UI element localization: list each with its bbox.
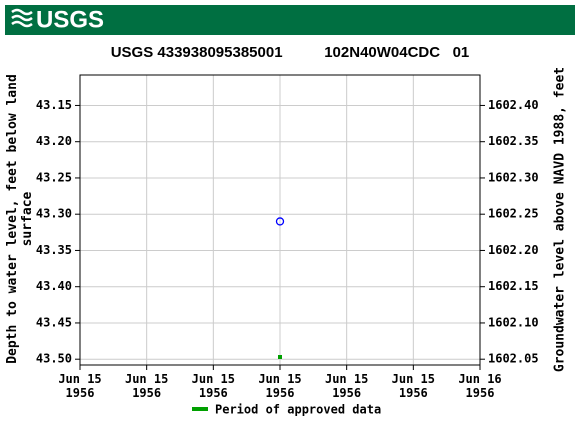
y2-tick-label: 1602.10 [488, 315, 539, 329]
plot-frame [79, 74, 481, 366]
x-tick-label: Jun 15 1956 [391, 372, 435, 400]
y2-axis-label: Groundwater level above NAVD 1988, feet [552, 66, 568, 373]
header-bar [5, 5, 575, 35]
y2-tick-label: 1602.25 [488, 207, 539, 221]
chart-title: USGS 433938095385001 102N40W04CDC 01 [111, 44, 470, 61]
legend-label: Period of approved data [215, 403, 381, 417]
y2-tick-label: 1602.20 [488, 243, 539, 257]
x-tick-label: Jun 15 1956 [324, 372, 369, 400]
y-tick-label: 43.30 [36, 207, 72, 221]
y-tick-label: 43.35 [36, 243, 72, 257]
logo: USGS [36, 6, 104, 33]
y2-tick-label: 1602.05 [488, 352, 539, 366]
y2-tick-label: 1602.15 [488, 279, 539, 293]
y-tick-label: 43.25 [36, 170, 72, 184]
logo-waves [11, 8, 33, 28]
y-tick-label: 43.15 [36, 98, 72, 112]
y-tick-label: 43.45 [36, 315, 72, 329]
approved-period [278, 355, 282, 359]
x-tick-label: Jun 15 1956 [124, 372, 169, 400]
y-tick-label: 43.20 [36, 134, 72, 148]
y2-tick-label: 1602.40 [488, 98, 539, 112]
x-tick-label: Jun 15 1956 [191, 372, 235, 400]
y-tick-label: 43.50 [36, 352, 72, 366]
y2-tick-label: 1602.35 [488, 134, 539, 148]
x-tick-label: Jun 16 1956 [458, 372, 502, 400]
y-tick-label: 43.40 [36, 279, 72, 293]
data-point [275, 217, 285, 226]
y2-tick-label: 1602.30 [488, 170, 539, 184]
x-tick-label: Jun 15 1956 [258, 372, 302, 400]
y-axis-label: Depth to water level, feet below land su… [5, 74, 35, 364]
x-tick-label: Jun 15 1956 [58, 372, 102, 400]
